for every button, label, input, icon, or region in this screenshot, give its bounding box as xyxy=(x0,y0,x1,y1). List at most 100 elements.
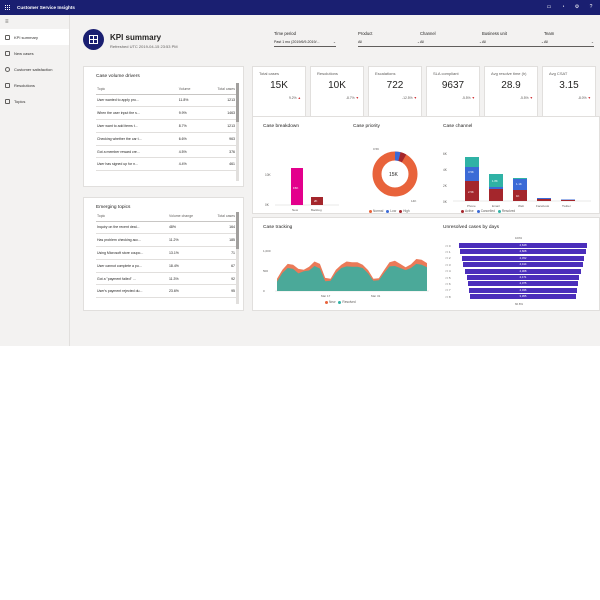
chat-icon[interactable]: ▭ xyxy=(546,4,552,10)
topics-icon xyxy=(5,98,10,104)
funnel-bar[interactable]: 4,414 xyxy=(463,262,583,268)
bar-web[interactable] xyxy=(513,178,527,201)
sidebar-item-kpi-summary[interactable]: KPI summary xyxy=(0,29,69,45)
card-title: Case volume drivers xyxy=(96,74,140,79)
cell-total: 376 xyxy=(201,145,236,159)
dashboard-header-icon xyxy=(83,29,104,50)
pie-slice-normal[interactable] xyxy=(372,151,418,197)
legend-item[interactable]: Resolved xyxy=(338,300,356,304)
table-row[interactable]: Using Microsoft store coupo... 13.1% 71 xyxy=(96,246,236,260)
bar-backlog[interactable] xyxy=(311,197,323,205)
filter-label: Team xyxy=(544,31,555,36)
legend-item[interactable]: Resolved xyxy=(497,209,515,213)
funnel-bar[interactable]: 4,608 xyxy=(460,249,586,255)
kpi-card-avg-csat[interactable]: Avg CSAT 3.15 -8.0% ▼ xyxy=(542,66,596,119)
column-header[interactable]: Topic xyxy=(96,212,168,222)
area-series-resolved[interactable] xyxy=(277,263,427,291)
bar-facebook[interactable] xyxy=(537,198,551,201)
pie-outer-label: 0.5K xyxy=(373,147,379,151)
kpi-card-avg-resolve-time[interactable]: Avg resolve time (h) 28.9 -5.5% ▼ xyxy=(484,66,538,119)
cell-volume: 11.8% xyxy=(177,94,202,108)
sidebar-item-topics[interactable]: Topics xyxy=(0,93,69,109)
funnel-bar[interactable]: 3,955 xyxy=(469,294,577,300)
filter-business-unit[interactable]: Business unit All ⌄ xyxy=(482,31,544,47)
column-header[interactable]: Total cases xyxy=(201,85,236,95)
funnel-bar[interactable]: 4,036 xyxy=(468,287,578,293)
kpi-delta: -8.7% xyxy=(345,96,355,100)
kpi-value: 722 xyxy=(386,80,404,91)
table-row[interactable]: When the user input the s... 9.9% 1463 xyxy=(96,106,236,121)
sidebar-item-customer-satisfaction[interactable]: Customer satisfaction xyxy=(0,61,69,77)
table-row[interactable]: User's payment rejected du... 23.6% 95 xyxy=(96,284,236,299)
column-header[interactable]: Topic xyxy=(96,85,178,95)
cell-volume: 4.4% xyxy=(177,157,202,172)
table-row[interactable]: Checking whether the car t... 6.6% 963 xyxy=(96,132,236,146)
unresolved-funnel-chart: 100% 60.8% 4,648 <= 0 4,608 <= 1 4,452 <= 2 4,… xyxy=(445,236,595,310)
table-row[interactable]: Has problem checking acc... 11.2% 185 xyxy=(96,233,236,248)
pie-outer-label: 14K xyxy=(411,199,416,203)
pie-slice-low[interactable] xyxy=(394,151,401,161)
table-row[interactable]: Inquiry on the recent deal... 48% 164 xyxy=(96,221,236,235)
bar-new[interactable] xyxy=(291,168,303,205)
emerging-topics-card: Emerging topics Topic Volume change Tota… xyxy=(83,197,244,311)
cell-topic: User cannot complete a pu... xyxy=(96,259,168,273)
table-row[interactable]: User has signed up for n... 4.4% 461 xyxy=(96,157,236,172)
filter-label: Channel xyxy=(420,31,436,36)
filter-channel[interactable]: Channel All ⌄ xyxy=(420,31,482,47)
legend-item[interactable]: Low xyxy=(386,209,396,213)
app-launcher-button[interactable] xyxy=(0,0,15,15)
funnel-bar[interactable]: 4,648 xyxy=(459,243,587,248)
scrollbar[interactable] xyxy=(236,212,239,304)
x-tick: Phone xyxy=(467,204,476,208)
x-tick: Mar 31 xyxy=(371,294,381,298)
cell-topic: User's payment rejected du... xyxy=(96,284,168,299)
filter-team[interactable]: Team All ⌄ xyxy=(544,31,594,47)
scrollbar[interactable] xyxy=(236,83,239,181)
column-header[interactable]: Volume xyxy=(177,85,202,95)
kpi-delta: -12.5% xyxy=(401,96,413,100)
bell-icon[interactable]: ◔ xyxy=(561,4,565,10)
bar-phone[interactable] xyxy=(465,157,479,201)
settings-icon[interactable]: ⚙ xyxy=(574,4,580,10)
funnel-bar[interactable]: 4,171 xyxy=(466,275,580,280)
sidebar-item-label: Topics xyxy=(14,98,26,104)
cell-total: 71 xyxy=(206,246,236,260)
funnel-bar[interactable]: 4,452 xyxy=(462,255,584,261)
legend-item[interactable]: Cancelled xyxy=(476,209,495,213)
table-row[interactable]: User cannot complete a pu... 18.4% 67 xyxy=(96,259,236,273)
legend-item[interactable]: High xyxy=(399,209,410,213)
kpi-card-escalations[interactable]: Escalations 722 -12.5% ▼ xyxy=(368,66,422,119)
legend-item[interactable]: New xyxy=(325,300,335,304)
help-icon[interactable]: ? xyxy=(589,4,593,10)
column-header[interactable]: Total cases xyxy=(206,212,236,222)
cell-total: 185 xyxy=(206,233,236,248)
kpi-card-total-cases[interactable]: Total cases 15K 9.2% ▲ xyxy=(252,66,306,119)
filter-time-period[interactable]: Time period Past 1 mo (2019/6/9-2019/...… xyxy=(274,31,336,47)
funnel-row-label: <= 3 xyxy=(445,262,451,267)
bar-email[interactable] xyxy=(489,174,503,201)
table-row[interactable]: Got a member reward cre... 4.5% 376 xyxy=(96,145,236,159)
sidebar-item-new-cases[interactable]: New cases xyxy=(0,45,69,61)
table-row[interactable]: User wanted to apply pro... 11.8% 1213 xyxy=(96,94,236,108)
bar-label: 1K xyxy=(516,194,520,198)
bar-twitter[interactable] xyxy=(561,199,575,202)
legend-item[interactable]: Active xyxy=(461,209,474,213)
kpi-delta: -5.5% xyxy=(519,96,529,100)
kpi-card-resolutions[interactable]: Resolutions 10K -8.7% ▼ xyxy=(310,66,364,119)
legend-item[interactable]: Normal xyxy=(369,209,383,213)
filter-product[interactable]: Product All ⌄ xyxy=(358,31,420,47)
funnel-bar[interactable]: 4,308 xyxy=(464,268,582,274)
chevron-down-icon: ⌄ xyxy=(540,40,544,44)
unresolved-title: Unresolved cases by days xyxy=(443,225,499,230)
table-row[interactable]: Got a "payment failed" ... 11.3% 92 xyxy=(96,272,236,286)
filter-label: Product xyxy=(358,31,373,36)
column-header[interactable]: Volume change xyxy=(167,212,207,222)
funnel-bar[interactable]: 4,075 xyxy=(467,281,579,287)
funnel-row-label: <= 0 xyxy=(445,243,451,248)
sidebar-item-resolutions[interactable]: Resolutions xyxy=(0,77,69,93)
table-row[interactable]: User want to add items t... 8.7% 1213 xyxy=(96,119,236,133)
kpi-card-sla-compliant[interactable]: SLA compliant 9637 -5.5% ▼ xyxy=(426,66,480,119)
case-breakdown-chart: 10K 0K 15K 2K New Backlog xyxy=(265,168,339,212)
hamburger-menu-icon[interactable]: ≡ xyxy=(5,19,9,25)
pie-slice-high[interactable] xyxy=(398,152,407,163)
